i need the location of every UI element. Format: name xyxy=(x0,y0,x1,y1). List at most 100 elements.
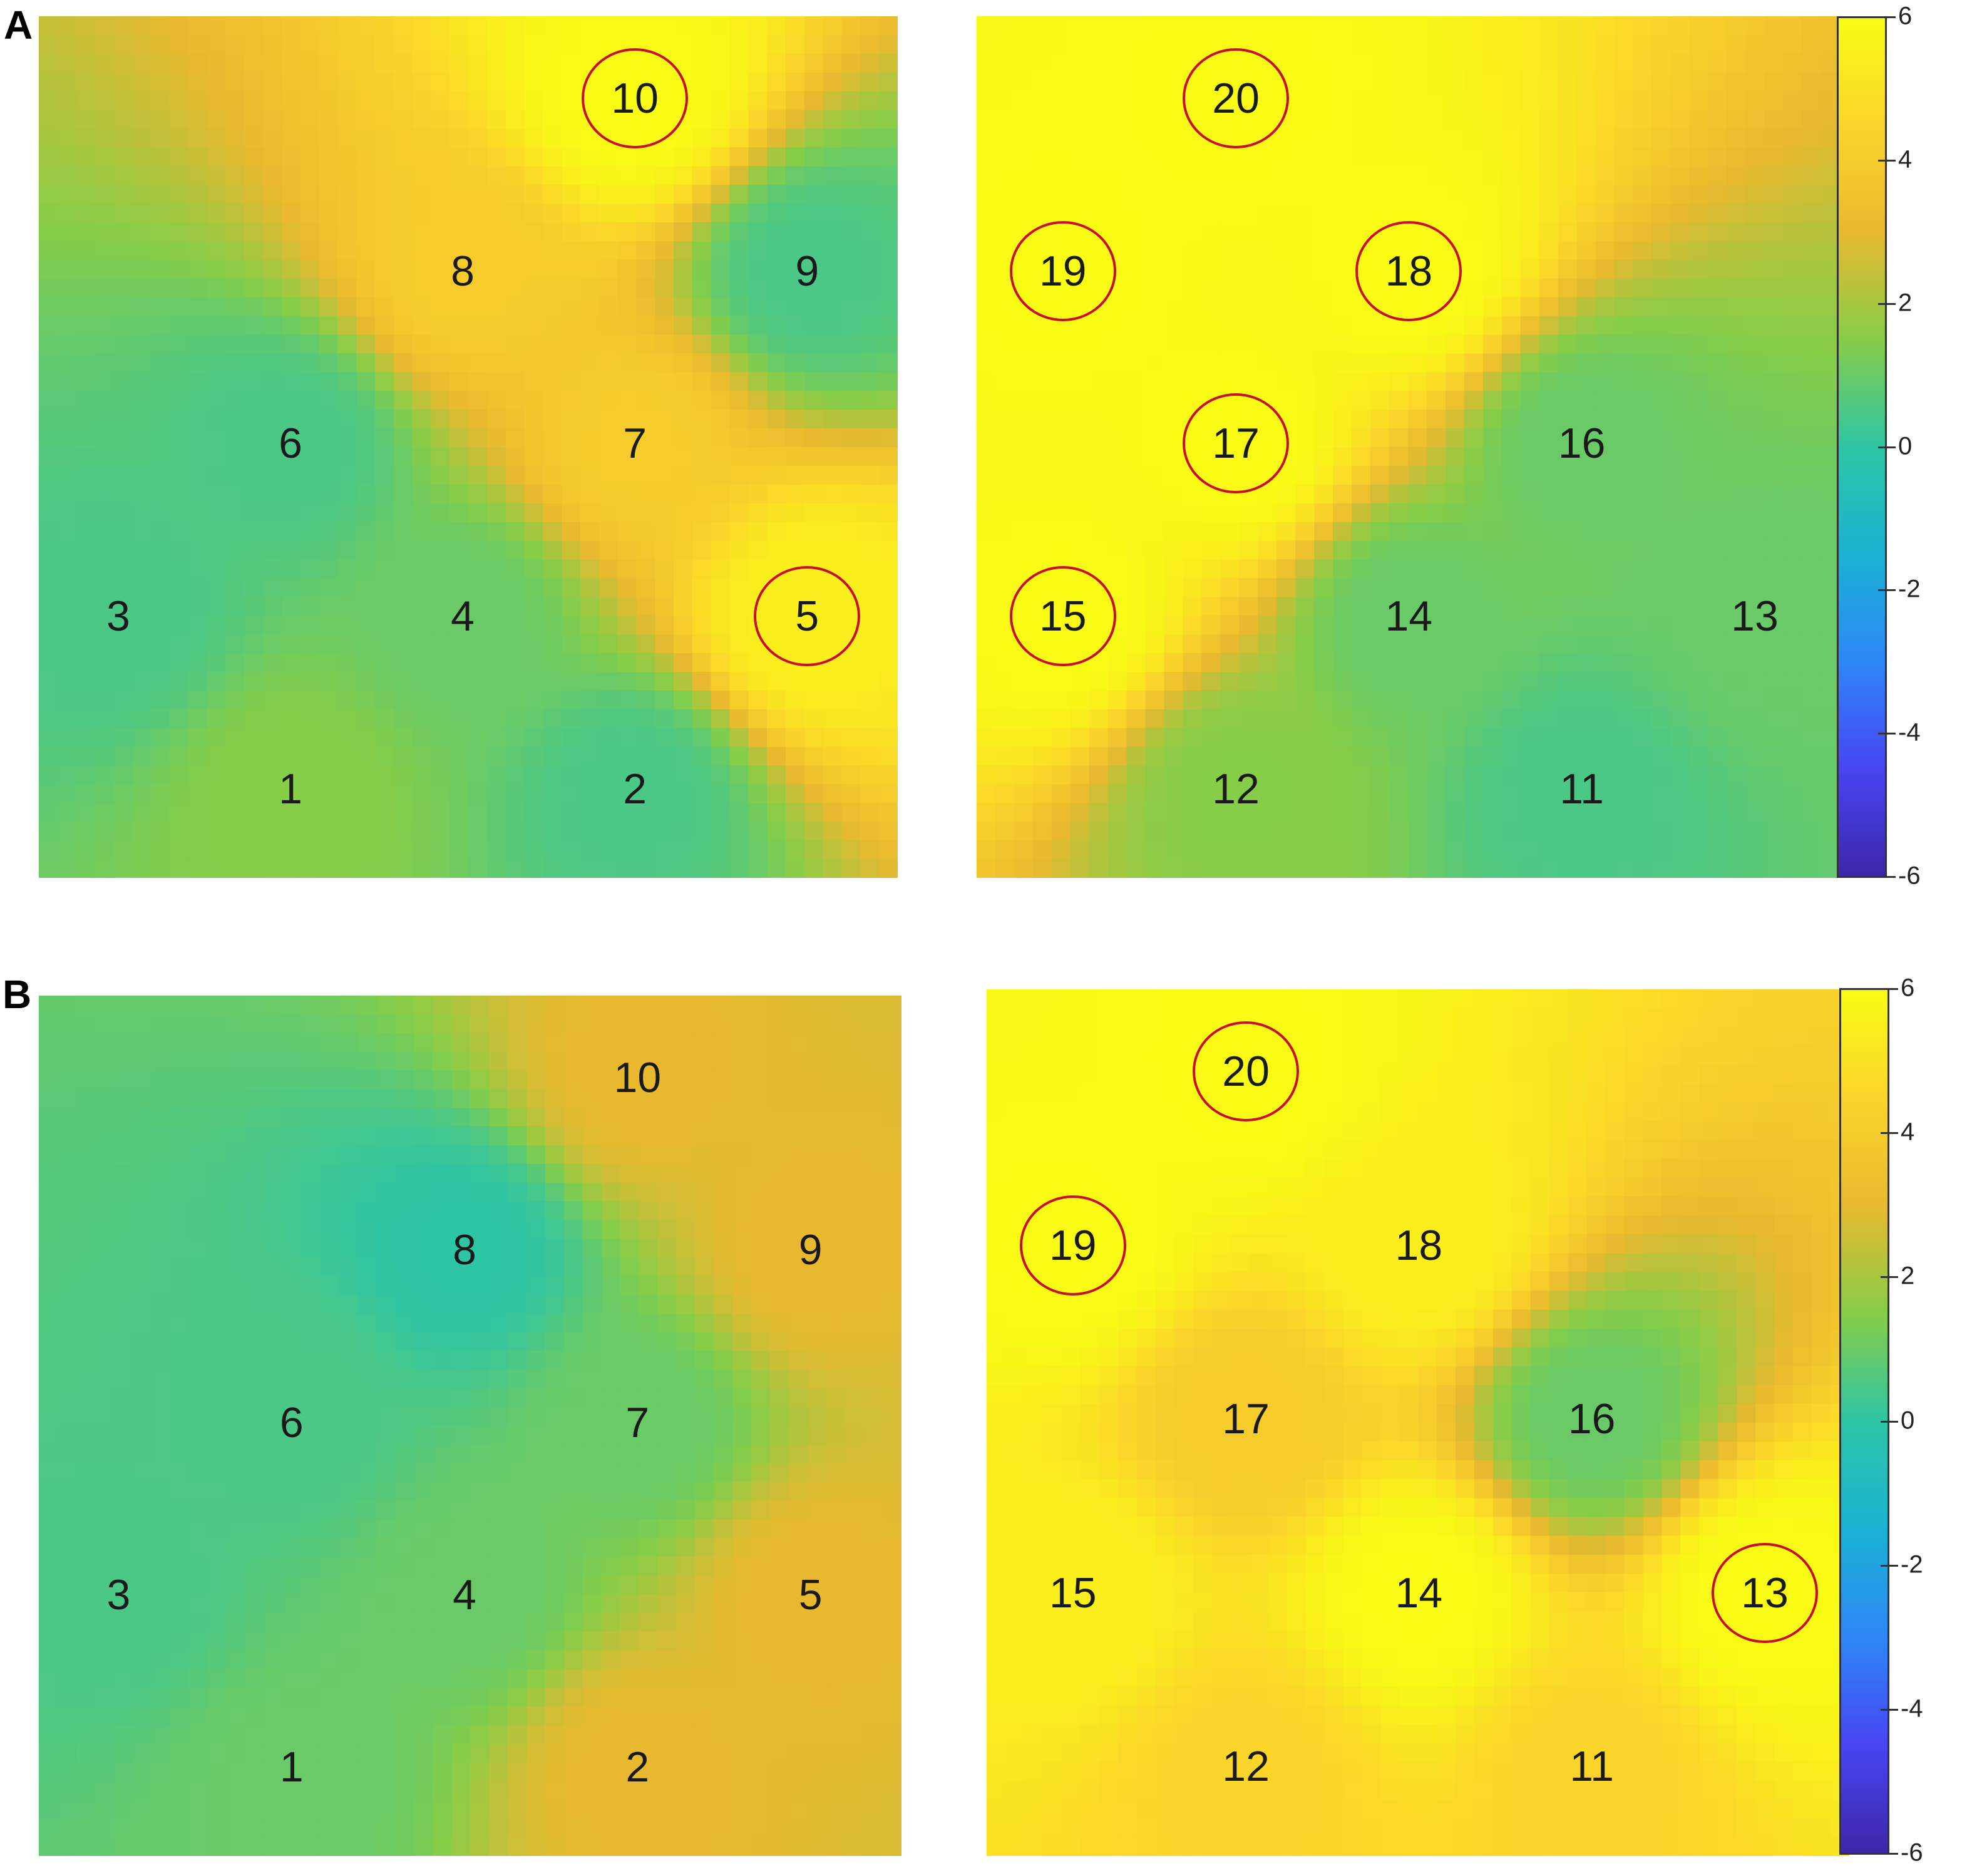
heatmap-cell xyxy=(169,91,189,111)
heatmap-cell xyxy=(1032,540,1052,560)
heatmap-cell xyxy=(1539,259,1559,279)
heatmap-cell xyxy=(132,72,151,92)
heatmap-cell xyxy=(1089,746,1109,766)
heatmap-cell xyxy=(767,185,786,204)
heatmap-cell xyxy=(245,1538,265,1557)
heatmap-cell xyxy=(1689,278,1709,298)
electrode-label: 20 xyxy=(1212,74,1260,122)
heatmap-cell xyxy=(1464,709,1484,729)
heatmap-cell xyxy=(1651,709,1672,729)
heatmap-cell xyxy=(1220,353,1240,373)
heatmap-cell xyxy=(320,1500,340,1520)
heatmap-cell xyxy=(617,840,637,860)
heatmap-cell xyxy=(841,765,861,785)
heatmap-cell xyxy=(1276,822,1297,841)
heatmap-cell xyxy=(57,1182,77,1202)
heatmap-cell xyxy=(995,316,1015,336)
heatmap-cell xyxy=(767,204,786,223)
heatmap-cell xyxy=(1482,53,1502,73)
heatmap-cell xyxy=(393,240,413,260)
heatmap-cell xyxy=(449,765,469,785)
electrode-label: 2 xyxy=(623,765,647,813)
heatmap-cell xyxy=(1501,259,1521,279)
heatmap-cell xyxy=(486,653,506,673)
heatmap-cell xyxy=(1708,278,1728,298)
heatmap-cell xyxy=(301,1089,321,1109)
heatmap-cell xyxy=(262,859,282,878)
heatmap-cell xyxy=(1295,278,1315,298)
heatmap-cell xyxy=(207,465,227,485)
heatmap-cell xyxy=(170,1407,190,1426)
heatmap-cell xyxy=(1464,634,1484,654)
heatmap-cell xyxy=(562,34,581,54)
heatmap-cell xyxy=(1821,53,1839,73)
heatmap-cell xyxy=(1558,391,1578,410)
heatmap-cell xyxy=(524,410,544,429)
heatmap-cell xyxy=(505,653,525,673)
heatmap-cell xyxy=(207,334,227,354)
heatmap-cell xyxy=(1032,147,1052,167)
heatmap-cell xyxy=(1426,34,1446,54)
heatmap-cell xyxy=(655,334,674,354)
heatmap-cell xyxy=(374,91,394,111)
heatmap-cell xyxy=(76,72,96,92)
heatmap-cell xyxy=(1164,634,1184,654)
heatmap-cell xyxy=(1501,840,1521,860)
heatmap-cell xyxy=(1408,559,1427,579)
heatmap-cell xyxy=(767,166,786,186)
heatmap-cell xyxy=(245,1239,265,1258)
heatmap-cell xyxy=(1614,147,1634,167)
heatmap-cell xyxy=(1333,859,1352,878)
heatmap-cell xyxy=(113,1351,133,1371)
heatmap-cell xyxy=(57,1220,77,1240)
heatmap-cell xyxy=(207,166,227,186)
heatmap-cell xyxy=(1126,653,1146,673)
heatmap-cell xyxy=(188,522,208,542)
heatmap-cell xyxy=(1389,559,1409,579)
heatmap-cell xyxy=(823,297,843,317)
heatmap-cell xyxy=(264,996,284,1015)
heatmap-cell xyxy=(449,128,469,148)
heatmap-cell xyxy=(1089,110,1109,130)
heatmap-cell xyxy=(301,1631,321,1651)
heatmap-cell xyxy=(1651,166,1672,186)
heatmap-cell xyxy=(804,765,824,785)
heatmap-cell xyxy=(562,72,581,92)
heatmap-cell xyxy=(1727,410,1747,429)
heatmap-cell xyxy=(1089,784,1109,804)
heatmap-cell xyxy=(1539,540,1559,560)
heatmap-cell xyxy=(356,465,376,485)
heatmap-cell xyxy=(1501,728,1521,748)
heatmap-cell xyxy=(132,259,151,279)
heatmap-cell xyxy=(1107,803,1127,823)
heatmap-cell xyxy=(337,110,357,130)
heatmap-cell xyxy=(748,128,768,148)
heatmap-cell xyxy=(245,1500,265,1520)
heatmap-cell xyxy=(207,1594,227,1614)
heatmap-cell xyxy=(1370,372,1390,392)
heatmap-cell xyxy=(1426,746,1446,766)
heatmap-cell xyxy=(356,297,376,317)
heatmap-cell xyxy=(132,578,151,598)
heatmap-cell xyxy=(188,72,208,92)
heatmap-cell xyxy=(1783,353,1802,373)
heatmap-cell xyxy=(1783,297,1802,317)
heatmap-cell xyxy=(1445,671,1465,691)
heatmap-cell xyxy=(1426,503,1446,523)
heatmap-cell xyxy=(1107,484,1127,504)
heatmap-cell xyxy=(468,540,488,560)
heatmap-cell xyxy=(301,1014,321,1034)
heatmap-cell xyxy=(1539,91,1559,111)
heatmap-cell xyxy=(1145,91,1165,111)
heatmap-cell xyxy=(562,110,581,130)
heatmap-cell xyxy=(1201,559,1221,579)
heatmap-cell xyxy=(879,671,898,691)
electrode-label: 18 xyxy=(1385,247,1433,295)
heatmap-cell xyxy=(486,278,506,298)
heatmap-cell xyxy=(225,353,245,373)
heatmap-cell xyxy=(1070,765,1090,785)
heatmap-cell xyxy=(995,185,1015,204)
electrode-label: 16 xyxy=(1558,420,1606,468)
heatmap-cell xyxy=(337,465,357,485)
heatmap-cell xyxy=(543,484,562,504)
